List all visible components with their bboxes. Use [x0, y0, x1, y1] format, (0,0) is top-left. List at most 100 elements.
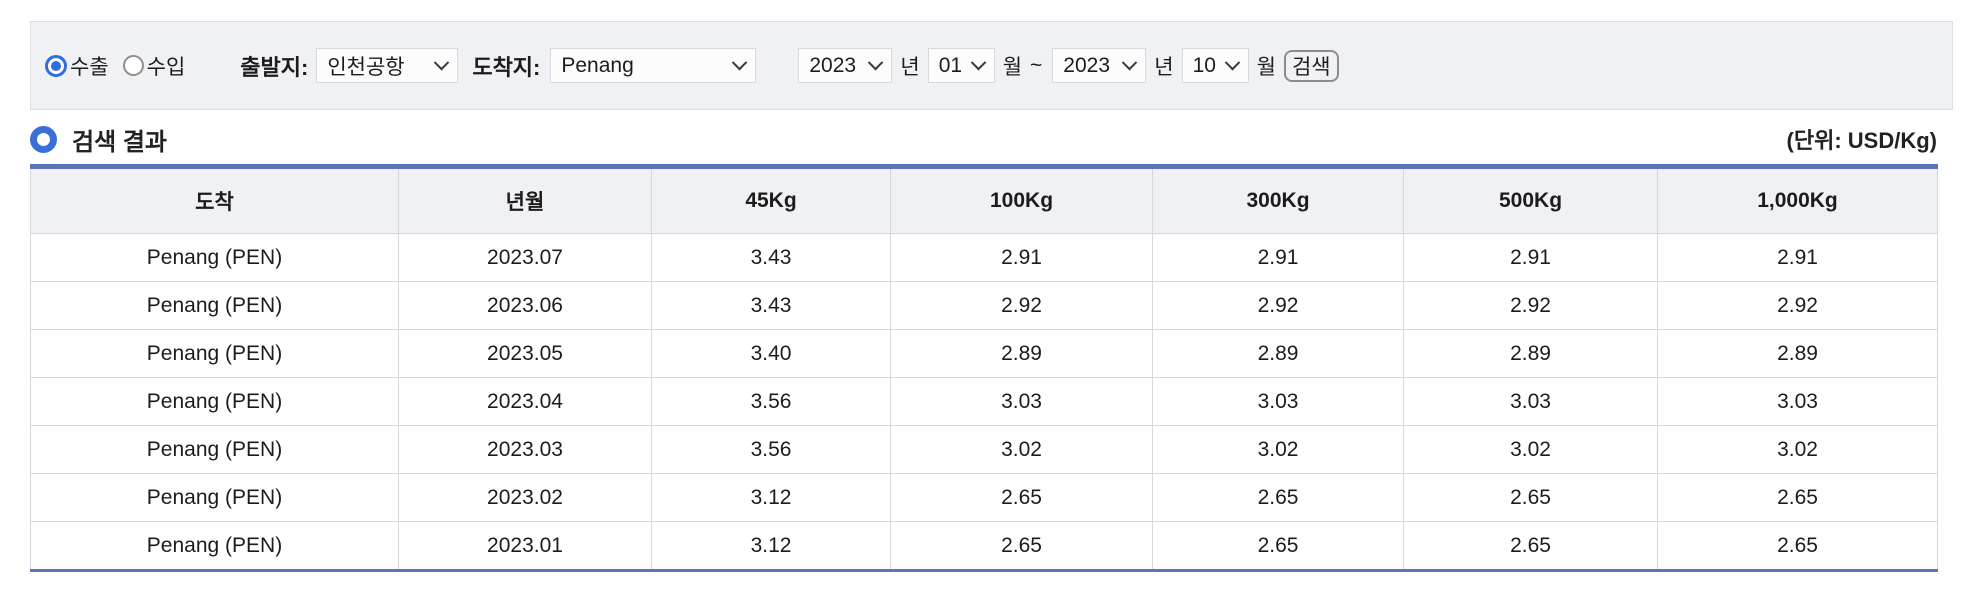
start-year-value: 2023 [809, 53, 857, 77]
cell-yearmonth: 2023.07 [398, 233, 652, 282]
end-month-suffix: 월 [1256, 55, 1276, 79]
cell-rate: 3.02 [1657, 425, 1938, 474]
cell-yearmonth: 2023.02 [398, 473, 652, 522]
cell-rate: 3.43 [651, 281, 891, 330]
results-header: 검색 결과 (단위: USD/Kg) [30, 118, 1937, 160]
trade-type-radio-group: 수출 수입 [45, 51, 185, 81]
cell-rate: 2.65 [1403, 473, 1658, 522]
cell-destination: Penang (PEN) [30, 473, 399, 522]
cell-rate: 2.91 [1657, 233, 1938, 282]
cell-destination: Penang (PEN) [30, 233, 399, 282]
cell-destination: Penang (PEN) [30, 521, 399, 571]
col-header-1000kg: 1,000Kg [1657, 166, 1938, 234]
cell-rate: 3.03 [1152, 377, 1404, 426]
start-month-select[interactable]: 01 [927, 48, 995, 83]
export-radio-icon[interactable] [45, 54, 67, 77]
chevron-down-icon [868, 54, 884, 71]
cell-rate: 2.89 [890, 329, 1153, 378]
cell-rate: 3.56 [651, 425, 891, 474]
results-title: 검색 결과 [72, 128, 167, 156]
cell-rate: 3.43 [651, 233, 891, 282]
cell-rate: 2.65 [1152, 473, 1404, 522]
cell-yearmonth: 2023.01 [398, 521, 652, 571]
table-row: Penang (PEN) 2023.02 3.12 2.65 2.65 2.65… [30, 473, 1938, 522]
chevron-down-icon [970, 54, 986, 71]
import-radio[interactable]: 수입 [122, 51, 186, 81]
destination-select[interactable]: Penang [550, 48, 757, 83]
end-year-select[interactable]: 2023 [1052, 48, 1147, 83]
cell-rate: 2.65 [1403, 521, 1658, 571]
chevron-down-icon [1122, 54, 1138, 71]
cell-yearmonth: 2023.03 [398, 425, 652, 474]
table-row: Penang (PEN) 2023.06 3.43 2.92 2.92 2.92… [30, 281, 1938, 330]
origin-label: 출발지: [240, 54, 309, 80]
table-row: Penang (PEN) 2023.05 3.40 2.89 2.89 2.89… [30, 329, 1938, 378]
end-year-suffix: 년 [1154, 55, 1174, 79]
cell-rate: 3.03 [890, 377, 1153, 426]
cell-rate: 2.65 [1657, 521, 1938, 571]
start-year-select[interactable]: 2023 [798, 48, 893, 83]
col-header-45kg: 45Kg [651, 166, 891, 234]
col-header-100kg: 100Kg [890, 166, 1153, 234]
cell-rate: 2.65 [890, 521, 1153, 571]
cell-yearmonth: 2023.06 [398, 281, 652, 330]
search-filter-bar: 수출 수입 출발지: 인천공항 도착지: Penang 2023 년 01 월 … [30, 21, 1953, 110]
cell-destination: Penang (PEN) [30, 329, 399, 378]
cell-rate: 3.02 [1152, 425, 1404, 474]
cell-rate: 3.12 [651, 473, 891, 522]
table-row: Penang (PEN) 2023.03 3.56 3.02 3.02 3.02… [30, 425, 1938, 474]
col-header-destination: 도착 [30, 166, 399, 234]
origin-select[interactable]: 인천공항 [316, 48, 459, 83]
col-header-yearmonth: 년월 [398, 166, 652, 234]
import-radio-icon[interactable] [122, 55, 144, 76]
end-month-select[interactable]: 10 [1181, 48, 1249, 83]
section-bullet-icon [30, 125, 57, 153]
destination-label: 도착지: [472, 54, 541, 80]
cell-rate: 2.92 [1403, 281, 1658, 330]
cell-yearmonth: 2023.05 [398, 329, 652, 378]
import-radio-label: 수입 [146, 55, 186, 79]
col-header-500kg: 500Kg [1403, 166, 1658, 234]
table-row: Penang (PEN) 2023.01 3.12 2.65 2.65 2.65… [30, 521, 1938, 571]
cell-destination: Penang (PEN) [30, 281, 399, 330]
cell-rate: 2.92 [1152, 281, 1404, 330]
results-table: 도착 년월 45Kg 100Kg 300Kg 500Kg 1,000Kg Pen… [30, 164, 1938, 572]
col-header-300kg: 300Kg [1152, 166, 1404, 234]
cell-rate: 2.92 [890, 281, 1153, 330]
end-month-value: 10 [1192, 53, 1216, 77]
destination-select-value: Penang [561, 53, 634, 77]
cell-rate: 2.89 [1152, 329, 1404, 378]
end-year-value: 2023 [1063, 53, 1111, 77]
cell-destination: Penang (PEN) [30, 377, 399, 426]
search-button[interactable]: 검색 [1283, 49, 1339, 82]
cell-rate: 2.91 [890, 233, 1153, 282]
table-row: Penang (PEN) 2023.07 3.43 2.91 2.91 2.91… [30, 233, 1938, 282]
origin-select-value: 인천공항 [327, 55, 405, 79]
cell-rate: 2.89 [1403, 329, 1658, 378]
cell-rate: 3.40 [651, 329, 891, 378]
start-month-suffix: 월 [1002, 55, 1023, 79]
export-radio-label: 수출 [70, 55, 109, 79]
cell-rate: 3.56 [651, 377, 891, 426]
cell-rate: 2.92 [1657, 281, 1938, 330]
cell-rate: 3.03 [1403, 377, 1658, 426]
table-header-row: 도착 년월 45Kg 100Kg 300Kg 500Kg 1,000Kg [30, 166, 1938, 234]
cell-rate: 2.89 [1657, 329, 1938, 378]
start-year-suffix: 년 [900, 55, 920, 79]
cell-rate: 3.02 [890, 425, 1153, 474]
chevron-down-icon [732, 54, 748, 71]
chevron-down-icon [1224, 54, 1240, 71]
chevron-down-icon [434, 54, 450, 71]
unit-note: (단위: USD/Kg) [1786, 128, 1937, 153]
cell-destination: Penang (PEN) [30, 425, 399, 474]
cell-rate: 3.03 [1657, 377, 1938, 426]
cell-rate: 2.91 [1152, 233, 1404, 282]
table-row: Penang (PEN) 2023.04 3.56 3.03 3.03 3.03… [30, 377, 1938, 426]
cell-yearmonth: 2023.04 [398, 377, 652, 426]
period-tilde: ~ [1030, 53, 1043, 77]
cell-rate: 3.02 [1403, 425, 1658, 474]
cell-rate: 2.91 [1403, 233, 1658, 282]
export-radio[interactable]: 수출 [45, 51, 109, 81]
cell-rate: 2.65 [1657, 473, 1938, 522]
cell-rate: 3.12 [651, 521, 891, 571]
